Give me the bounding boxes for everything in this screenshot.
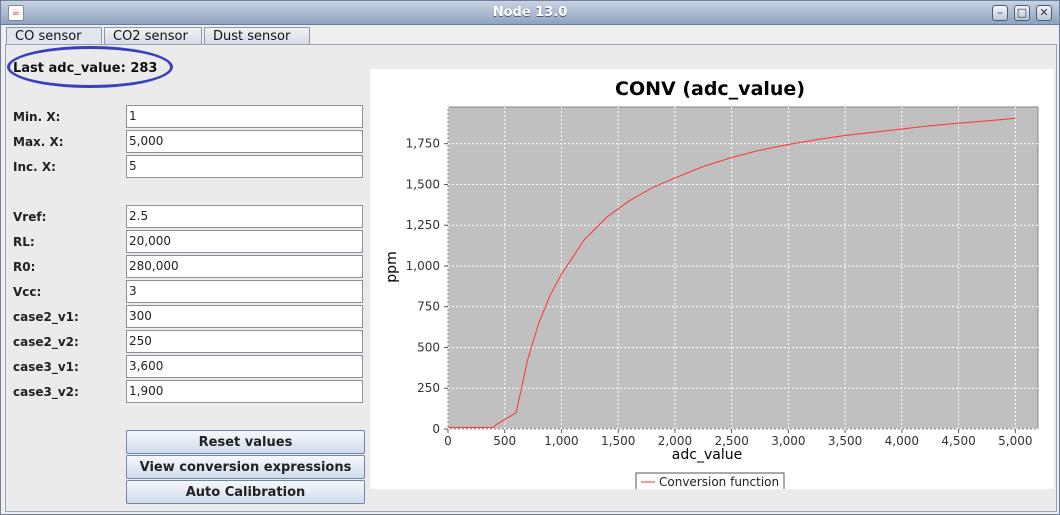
x-tick-label: 3,000 <box>771 434 805 448</box>
max-x-label: Max. X: <box>13 135 64 149</box>
x-tick-label: 4,000 <box>885 434 919 448</box>
legend-label: Conversion function <box>659 475 779 489</box>
x-tick-label: 5,000 <box>998 434 1032 448</box>
y-axis-label: ppm <box>384 251 400 282</box>
chart-title: CONV (adc_value) <box>615 78 805 100</box>
minimize-icon[interactable]: – <box>992 5 1008 21</box>
case2-v2-label: case2_v2: <box>13 335 79 349</box>
y-tick-label: 1,500 <box>406 177 440 191</box>
y-tick-label: 1,750 <box>406 137 440 151</box>
y-tick-label: 0 <box>432 422 440 436</box>
r0-field[interactable]: 280,000 <box>126 255 363 278</box>
vref-field[interactable]: 2.5 <box>126 205 363 228</box>
vref-label: Vref: <box>13 210 47 224</box>
rl-field[interactable]: 20,000 <box>126 230 363 253</box>
vcc-label: Vcc: <box>13 285 42 299</box>
x-tick-label: 2,500 <box>714 434 748 448</box>
inc-x-field[interactable]: 5 <box>126 155 363 178</box>
case3-v1-field[interactable]: 3,600 <box>126 355 363 378</box>
view-conversion-expressions-button[interactable]: View conversion expressions <box>126 455 365 479</box>
title-bar: ☕ Node 13.0 – □ ✕ <box>1 1 1059 25</box>
tab-co-sensor[interactable]: CO sensor <box>6 27 102 45</box>
series-line <box>448 117 1016 428</box>
auto-calibration-button[interactable]: Auto Calibration <box>126 480 365 504</box>
co-sensor-panel: Last adc_value: 283 Min. X: 1 Max. X: 5,… <box>5 44 1057 512</box>
chart-panel: CONV (adc_value) 0 500 1,000 1,500 2,000 2,50… <box>370 69 1054 492</box>
tab-co2-sensor[interactable]: CO2 sensor <box>104 27 202 45</box>
y-tick-label: 1,250 <box>406 218 440 232</box>
y-tick-label: 1,000 <box>406 259 440 273</box>
r0-label: R0: <box>13 260 36 274</box>
case3-v1-label: case3_v1: <box>13 360 79 374</box>
vcc-field[interactable]: 3 <box>126 280 363 303</box>
maximize-icon[interactable]: □ <box>1014 5 1030 21</box>
annotation-ellipse <box>7 46 173 88</box>
java-icon: ☕ <box>8 5 24 21</box>
case3-v2-field[interactable]: 1,900 <box>126 380 363 403</box>
x-tick-label: 0 <box>444 434 452 448</box>
tab-dust-sensor[interactable]: Dust sensor <box>204 27 310 45</box>
y-tick-label: 500 <box>417 340 440 354</box>
case2-v1-field[interactable]: 300 <box>126 305 363 328</box>
x-tick-label: 500 <box>493 434 516 448</box>
min-x-field[interactable]: 1 <box>126 105 363 128</box>
x-tick-label: 2,000 <box>658 434 692 448</box>
inc-x-label: Inc. X: <box>13 160 56 174</box>
reset-values-button[interactable]: Reset values <box>126 430 365 454</box>
max-x-field[interactable]: 5,000 <box>126 130 363 153</box>
x-tick-label: 1,000 <box>544 434 578 448</box>
close-icon[interactable]: ✕ <box>1036 5 1052 21</box>
case2-v1-label: case2_v1: <box>13 310 79 324</box>
chart-legend: Conversion function <box>635 472 785 492</box>
conversion-chart: CONV (adc_value) 0 500 1,000 1,500 2,000 2,50… <box>384 78 1039 492</box>
rl-label: RL: <box>13 235 35 249</box>
y-tick-label: 750 <box>417 300 440 314</box>
x-tick-label: 3,500 <box>828 434 862 448</box>
case2-v2-field[interactable]: 250 <box>126 330 363 353</box>
y-tick-label: 250 <box>417 381 440 395</box>
x-axis-label: adc_value <box>672 447 742 463</box>
min-x-label: Min. X: <box>13 110 61 124</box>
window-title: Node 13.0 <box>492 5 568 20</box>
x-tick-label: 1,500 <box>601 434 635 448</box>
plot-background <box>447 106 1039 430</box>
x-tick-label: 4,500 <box>941 434 975 448</box>
case3-v2-label: case3_v2: <box>13 385 79 399</box>
